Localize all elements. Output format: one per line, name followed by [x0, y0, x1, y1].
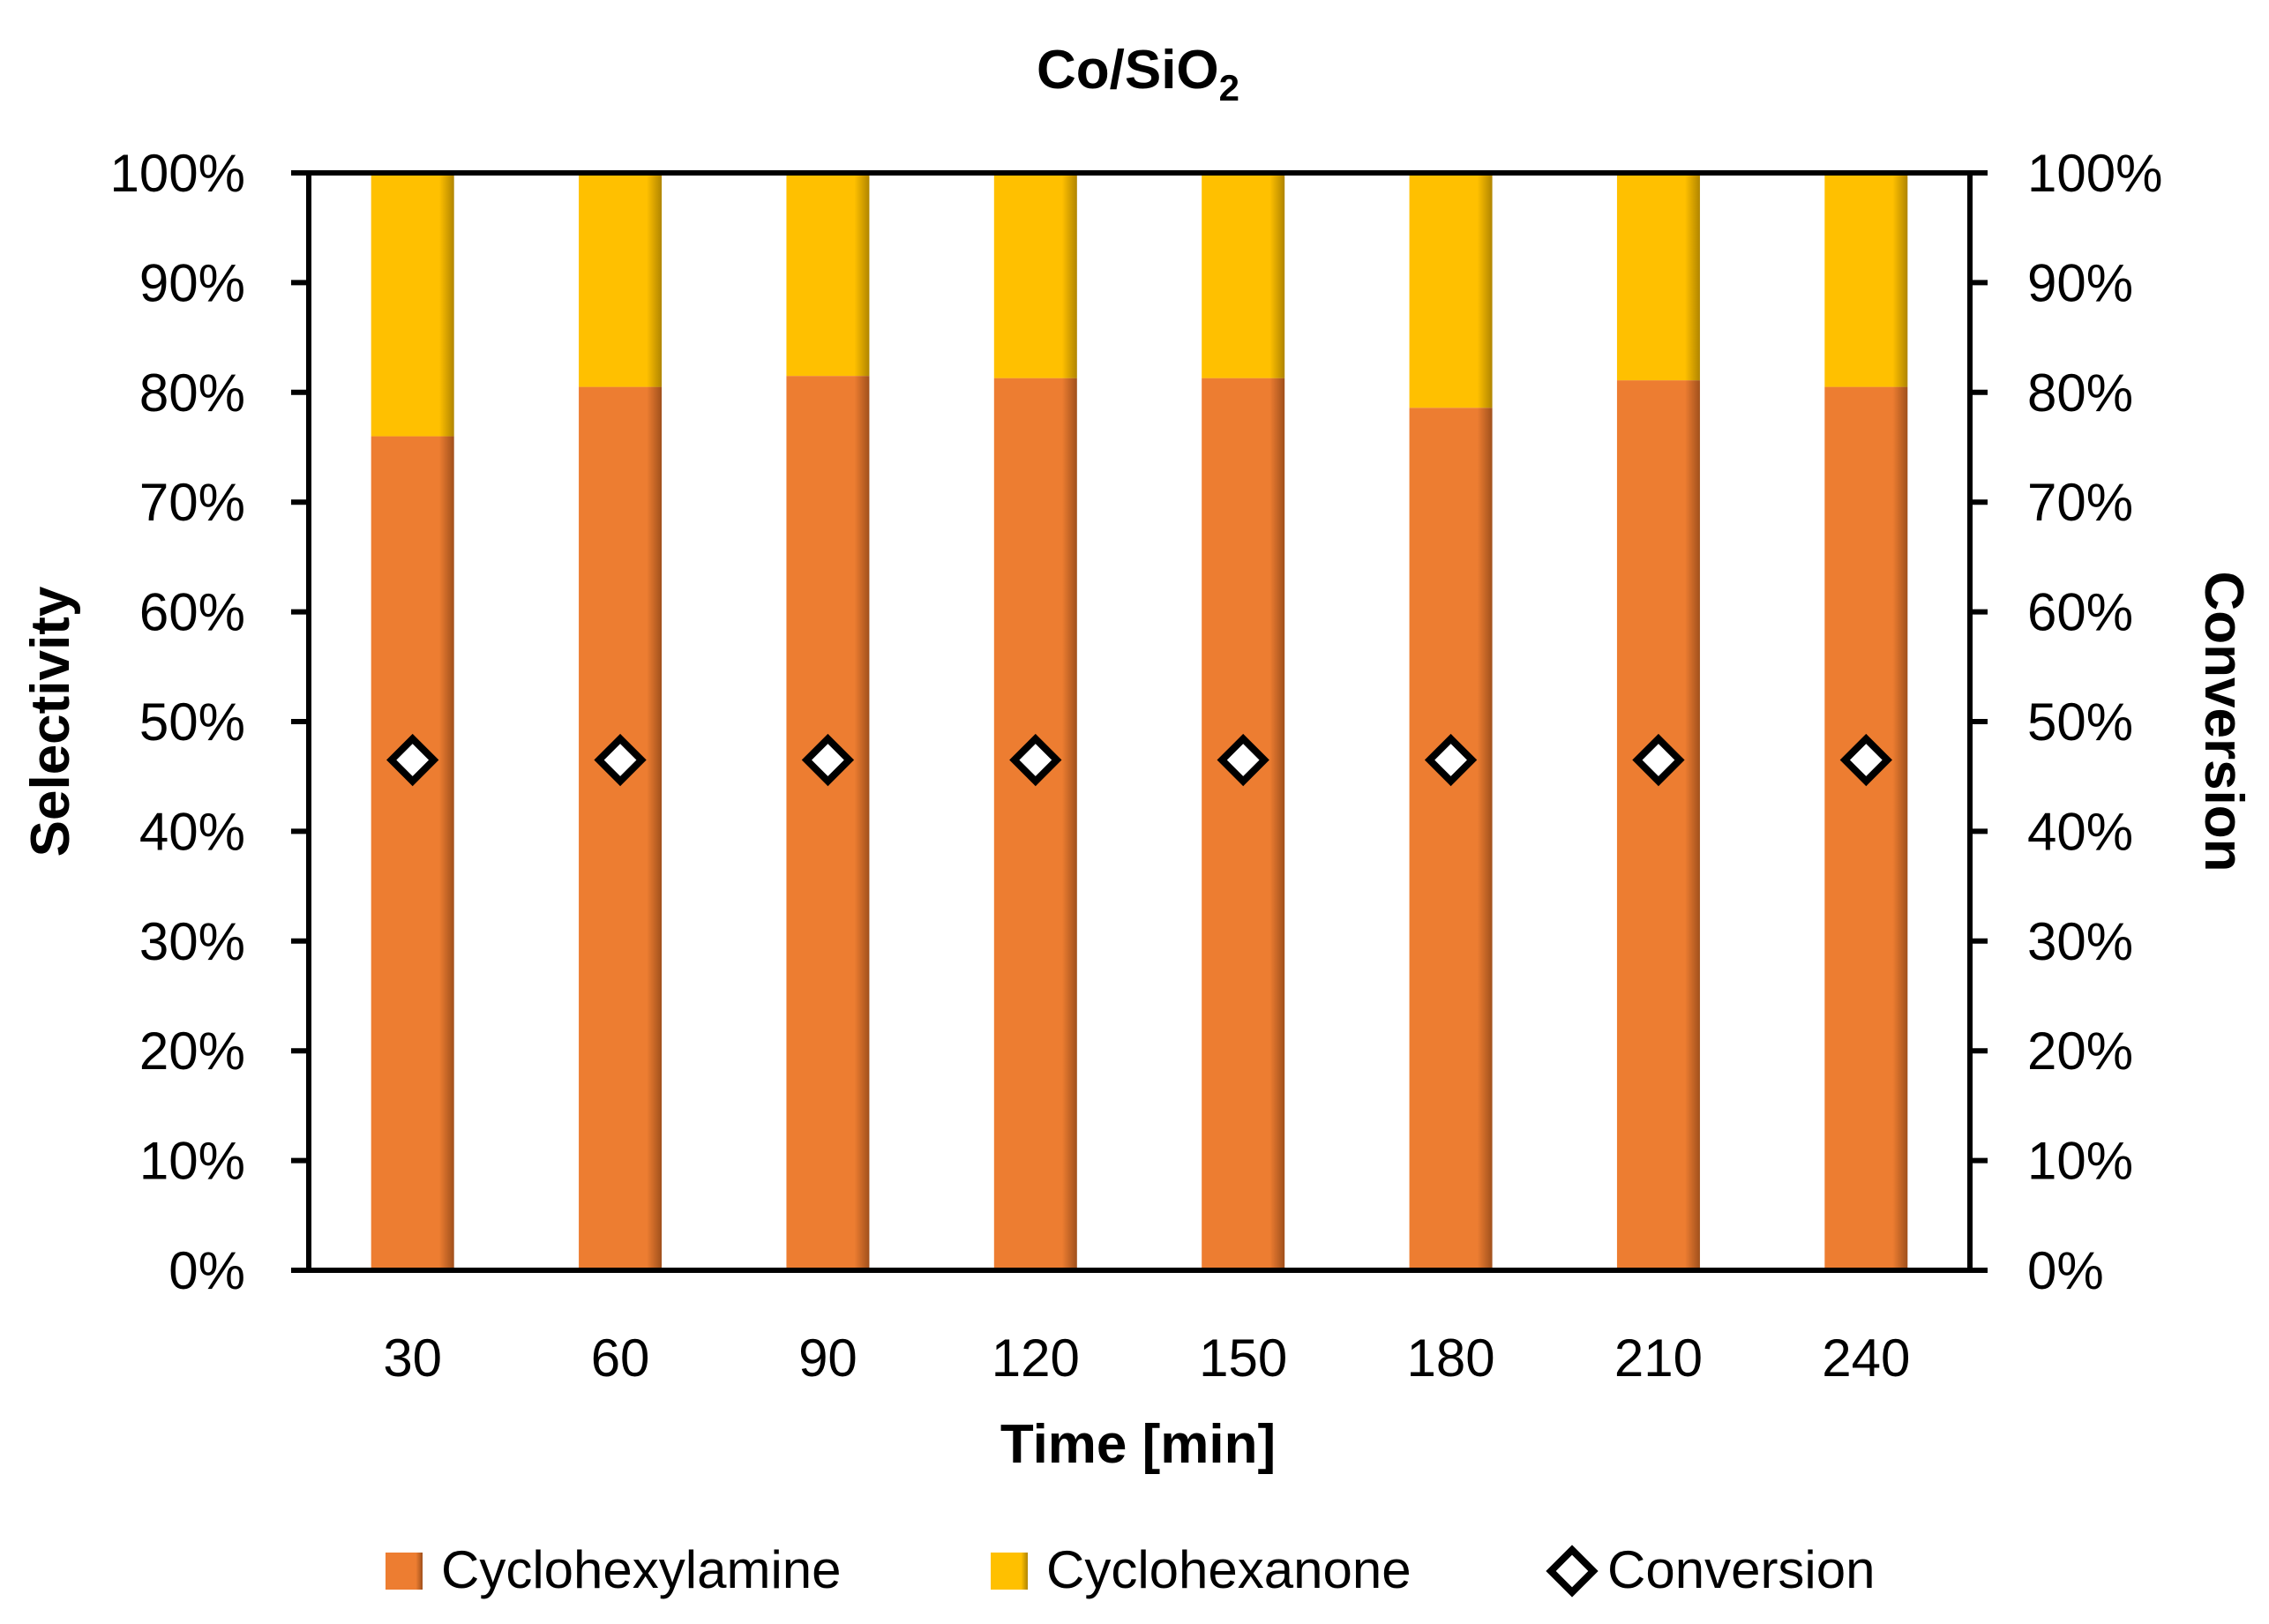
conversion-marker-120: [1009, 733, 1062, 787]
left-y-tick-label-70: 70%: [139, 473, 245, 532]
bar-cyclohexanone-180: [1409, 173, 1493, 408]
bar-cyclohexanone-120: [993, 173, 1077, 378]
left-y-tick-label-60: 60%: [139, 583, 245, 642]
conversion-marker-210: [1632, 733, 1685, 787]
left-y-tick-label-10: 10%: [139, 1132, 245, 1191]
right-y-tick-label-40: 40%: [2027, 802, 2133, 861]
bar-cyclohexylamine-210: [1616, 380, 1700, 1271]
x-tick-label-60: 60: [591, 1328, 650, 1388]
conversion-marker-240: [1839, 733, 1892, 787]
right-y-tick-label-60: 60%: [2027, 583, 2133, 642]
right-y-tick-label-10: 10%: [2027, 1132, 2133, 1191]
legend-label-conversion: Conversion: [1607, 1540, 1876, 1599]
ticks-layer: 0% 0% 10% 10% 20% 20% 30% 30% 40% 40% 50% 50% 60% 60%…: [110, 144, 2163, 1300]
legend-label-cyclohexanone: Cyclohexanone: [1046, 1540, 1412, 1599]
bar-cyclohexanone-210: [1616, 173, 1700, 381]
x-tick-labels: 30 60 90 120 150 180 210 240: [383, 1328, 1910, 1388]
left-y-tick-label-50: 50%: [139, 692, 245, 752]
x-tick-label-30: 30: [383, 1328, 442, 1388]
axes-layer: [291, 170, 1988, 1273]
x-tick-label-180: 180: [1407, 1328, 1495, 1388]
left-y-tick-label-30: 30%: [139, 912, 245, 971]
right-y-tick-label-90: 90%: [2027, 253, 2133, 312]
bar-cyclohexanone-90: [786, 173, 870, 377]
bars-layer: [371, 173, 1908, 1271]
bar-cyclohexylamine-180: [1409, 408, 1493, 1270]
conversion-marker-60: [594, 733, 647, 787]
bar-cyclohexanone-240: [1824, 173, 1908, 387]
legend-label-cyclohexylamine: Cyclohexylamine: [441, 1540, 842, 1599]
bar-cyclohexanone-30: [371, 173, 454, 437]
legend-swatch-cyclohexylamine: [386, 1553, 423, 1590]
legend-swatch-cyclohexanone: [991, 1553, 1028, 1590]
x-tick-label-240: 240: [1822, 1328, 1910, 1388]
right-y-axis-title: Conversion: [2193, 571, 2254, 872]
chart-title: Co/SiO2: [1037, 40, 1239, 109]
x-tick-label-120: 120: [992, 1328, 1080, 1388]
x-tick-label-210: 210: [1614, 1328, 1703, 1388]
left-y-tick-label-0: 0%: [168, 1241, 245, 1300]
right-y-tick-label-50: 50%: [2027, 692, 2133, 752]
x-tick-label-90: 90: [798, 1328, 857, 1388]
bar-cyclohexylamine-240: [1824, 386, 1908, 1271]
right-y-tick-label-30: 30%: [2027, 912, 2133, 971]
bar-cyclohexylamine-60: [579, 386, 663, 1271]
x-tick-label-150: 150: [1199, 1328, 1287, 1388]
chart-title-subscript: 2: [1219, 67, 1239, 109]
bar-cyclohexanone-60: [579, 173, 663, 387]
left-y-tick-label-80: 80%: [139, 363, 245, 423]
diamond-icon: [1546, 1545, 1599, 1598]
bar-cyclohexanone-150: [1202, 173, 1285, 378]
conversion-marker-90: [801, 733, 855, 787]
left-y-tick-label-90: 90%: [139, 253, 245, 312]
right-y-tick-label-100: 100%: [2027, 144, 2162, 203]
right-y-tick-label-70: 70%: [2027, 473, 2133, 532]
right-y-tick-label-20: 20%: [2027, 1022, 2133, 1081]
bar-cyclohexylamine-30: [371, 436, 454, 1270]
right-y-tick-label-80: 80%: [2027, 363, 2133, 423]
left-y-tick-label-40: 40%: [139, 802, 245, 861]
conversion-marker-150: [1217, 733, 1269, 787]
conversion-marker-30: [386, 733, 439, 787]
bar-cyclohexylamine-90: [786, 376, 870, 1270]
bar-cyclohexylamine-120: [993, 378, 1077, 1270]
chart-title-main: Co/SiO: [1037, 40, 1219, 101]
legend: Cyclohexylamine Cyclohexanone Conversion: [386, 1540, 1876, 1599]
x-axis-title: Time [min]: [1000, 1414, 1276, 1475]
left-y-axis-title: Selectivity: [20, 586, 81, 857]
left-y-tick-label-100: 100%: [110, 144, 245, 203]
markers-layer: [386, 733, 1892, 787]
conversion-marker-180: [1424, 733, 1478, 787]
right-y-tick-label-0: 0%: [2027, 1241, 2104, 1300]
bar-cyclohexylamine-150: [1202, 378, 1285, 1270]
left-y-tick-label-20: 20%: [139, 1022, 245, 1081]
